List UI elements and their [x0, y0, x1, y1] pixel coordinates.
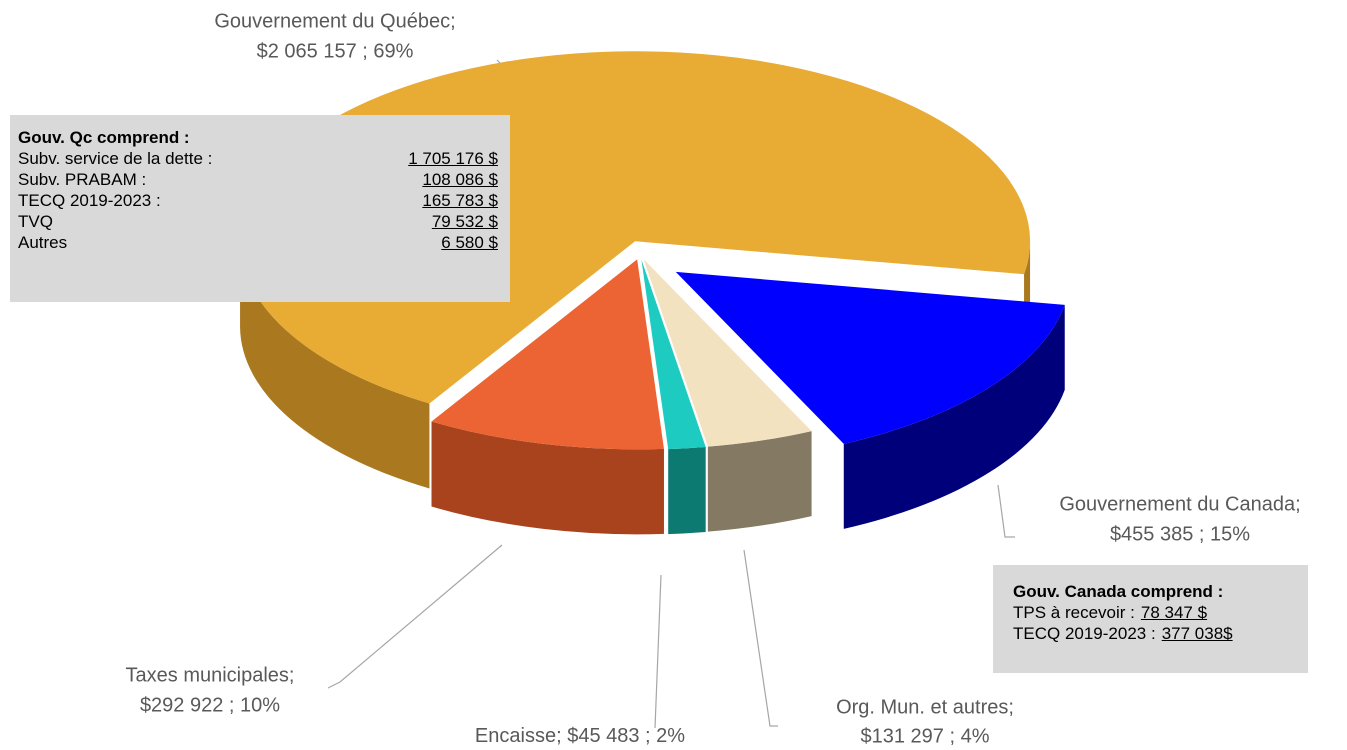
info-amount: 79 532 $	[431, 212, 498, 231]
info-title: Gouv. Canada comprend :	[1013, 582, 1224, 601]
info-box: Gouv. Qc comprend : Subv. service de la d…	[10, 115, 510, 302]
leader-line	[327, 544, 503, 689]
slice-sides	[240, 241, 1065, 535]
slice	[675, 271, 1065, 444]
slice	[431, 259, 664, 450]
data-label: Encaisse; $45 483 ; 2%	[475, 725, 685, 747]
info-amount: 6 580 $	[441, 233, 498, 252]
info-label: TPS à recevoir :	[1013, 603, 1135, 622]
info-row: TECQ 2019-2023 : 165 783 $	[18, 190, 502, 211]
category-label: Gouvernement du Québec;	[214, 10, 455, 32]
info-label: TECQ 2019-2023 :	[1013, 624, 1156, 643]
slice	[643, 259, 812, 447]
slice-side	[240, 241, 430, 489]
value-label: $131 297 ; 4%	[861, 725, 990, 747]
slice-side	[668, 447, 706, 535]
info-amount: 1 705 176 $	[408, 149, 498, 168]
info-row: Autres 6 580 $	[18, 232, 502, 253]
value-label: $2 065 157 ; 69%	[257, 40, 414, 62]
slice-side	[431, 421, 664, 535]
info-label: Autres	[18, 233, 68, 252]
info-label: Subv. service de la dette :	[18, 149, 213, 168]
category-label: Taxes municipales;	[126, 664, 295, 686]
info-amount: 165 783 $	[422, 191, 498, 210]
value-label: $292 922 ; 10%	[140, 694, 280, 716]
category-label: Encaisse;	[475, 725, 562, 747]
info-amount: 377 038$	[1161, 624, 1233, 643]
info-row: TPS à recevoir : 78 347 $	[1013, 602, 1288, 623]
category-label: Gouvernement du Canada;	[1059, 493, 1300, 515]
leader-line	[997, 484, 1015, 538]
slice-side	[843, 304, 1065, 529]
info-box: Gouv. Canada comprend : TPS à recevoir : 7…	[993, 565, 1308, 673]
info-row: TECQ 2019-2023 : 377 038$	[1013, 623, 1288, 644]
info-label: TVQ	[18, 212, 53, 231]
info-row: Subv. service de la dette : 1 705 176 $	[18, 148, 502, 169]
info-amount: 78 347 $	[1140, 603, 1208, 622]
leader-line	[654, 574, 662, 729]
leader-line	[743, 549, 778, 727]
leader-lines	[327, 59, 1015, 729]
category-label: Org. Mun. et autres;	[836, 696, 1014, 718]
info-row: TVQ 79 532 $	[18, 211, 502, 232]
value-label: $45 483 ; 2%	[567, 725, 685, 747]
slice	[641, 259, 706, 450]
info-row: Subv. PRABAM : 108 086 $	[18, 169, 502, 190]
value-label: $455 385 ; 15%	[1110, 523, 1250, 545]
info-amount: 108 086 $	[422, 170, 498, 189]
info-title: Gouv. Qc comprend :	[18, 128, 190, 147]
slice-side	[707, 431, 812, 532]
info-label: Subv. PRABAM :	[18, 170, 147, 189]
info-label: TECQ 2019-2023 :	[18, 191, 161, 210]
